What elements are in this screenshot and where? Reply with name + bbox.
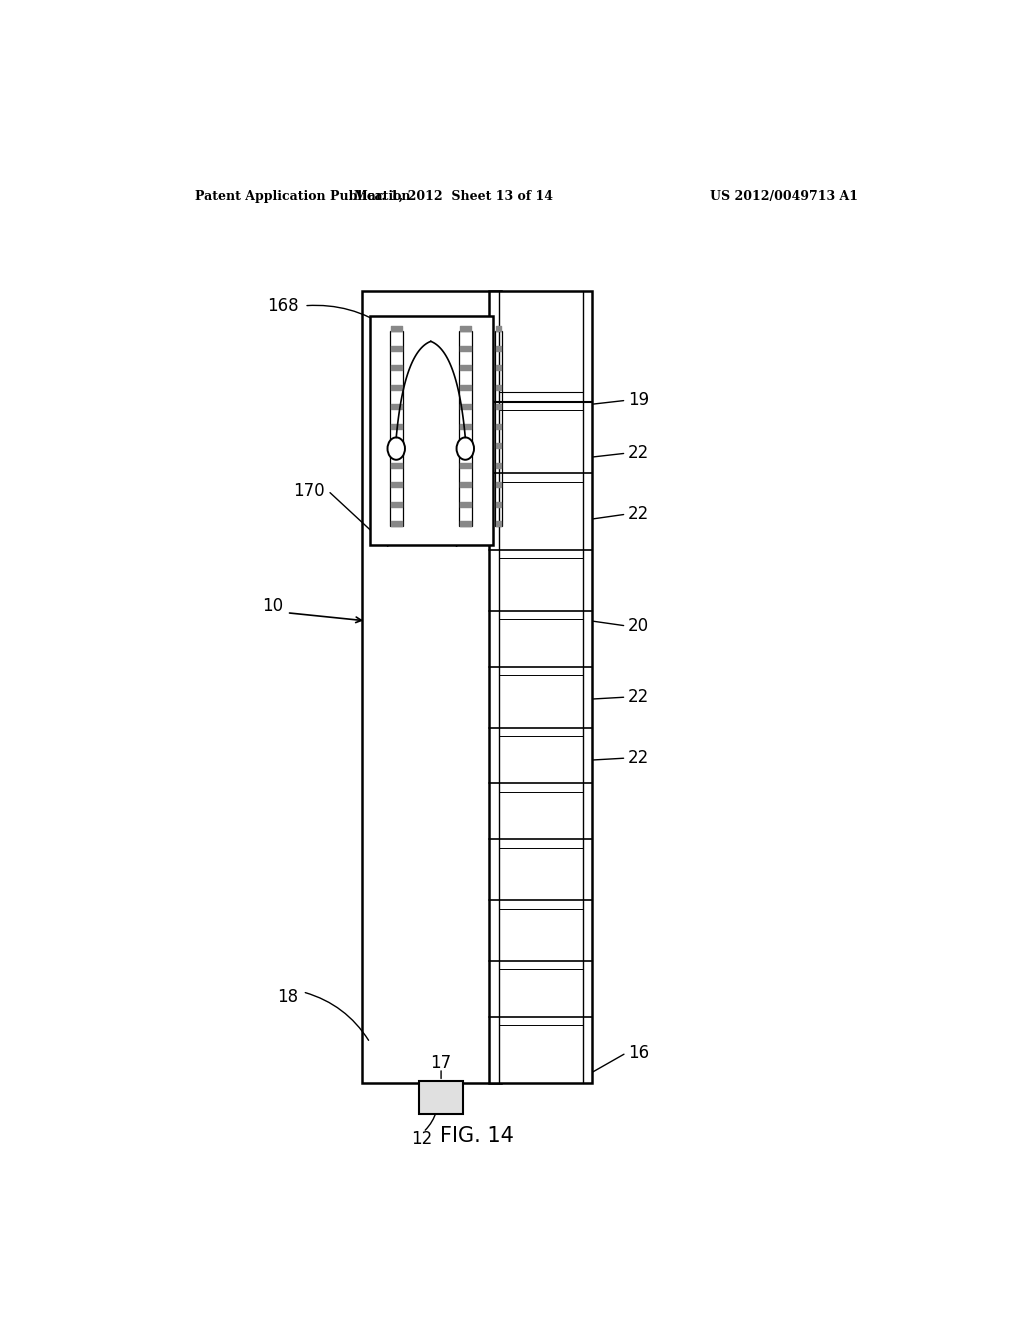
Bar	[419, 1081, 463, 1114]
Text: 22: 22	[628, 506, 649, 523]
Bar	[459, 331, 472, 527]
Circle shape	[387, 437, 404, 459]
Text: 22: 22	[628, 748, 649, 767]
Bar	[489, 290, 592, 1084]
Text: Mar. 1, 2012  Sheet 13 of 14: Mar. 1, 2012 Sheet 13 of 14	[354, 190, 553, 203]
Text: 12: 12	[412, 1130, 432, 1148]
Circle shape	[457, 437, 474, 459]
Bar	[362, 290, 501, 1084]
Bar	[496, 331, 502, 527]
Text: 19: 19	[628, 391, 649, 409]
Text: Patent Application Publication: Patent Application Publication	[196, 190, 411, 203]
Text: 17: 17	[430, 1053, 452, 1072]
Text: US 2012/0049713 A1: US 2012/0049713 A1	[710, 190, 858, 203]
Text: 22: 22	[628, 444, 649, 462]
Text: 22: 22	[628, 688, 649, 706]
Text: FIG. 14: FIG. 14	[440, 1126, 514, 1146]
Bar	[390, 331, 402, 527]
Text: 16: 16	[628, 1044, 649, 1061]
Text: 170: 170	[426, 502, 458, 520]
Text: 10: 10	[261, 597, 283, 615]
Text: 170: 170	[293, 482, 325, 500]
Bar	[370, 315, 494, 545]
Text: 18: 18	[278, 987, 299, 1006]
Text: 20: 20	[628, 616, 649, 635]
Text: 172: 172	[420, 363, 452, 381]
Text: 168: 168	[267, 297, 299, 314]
